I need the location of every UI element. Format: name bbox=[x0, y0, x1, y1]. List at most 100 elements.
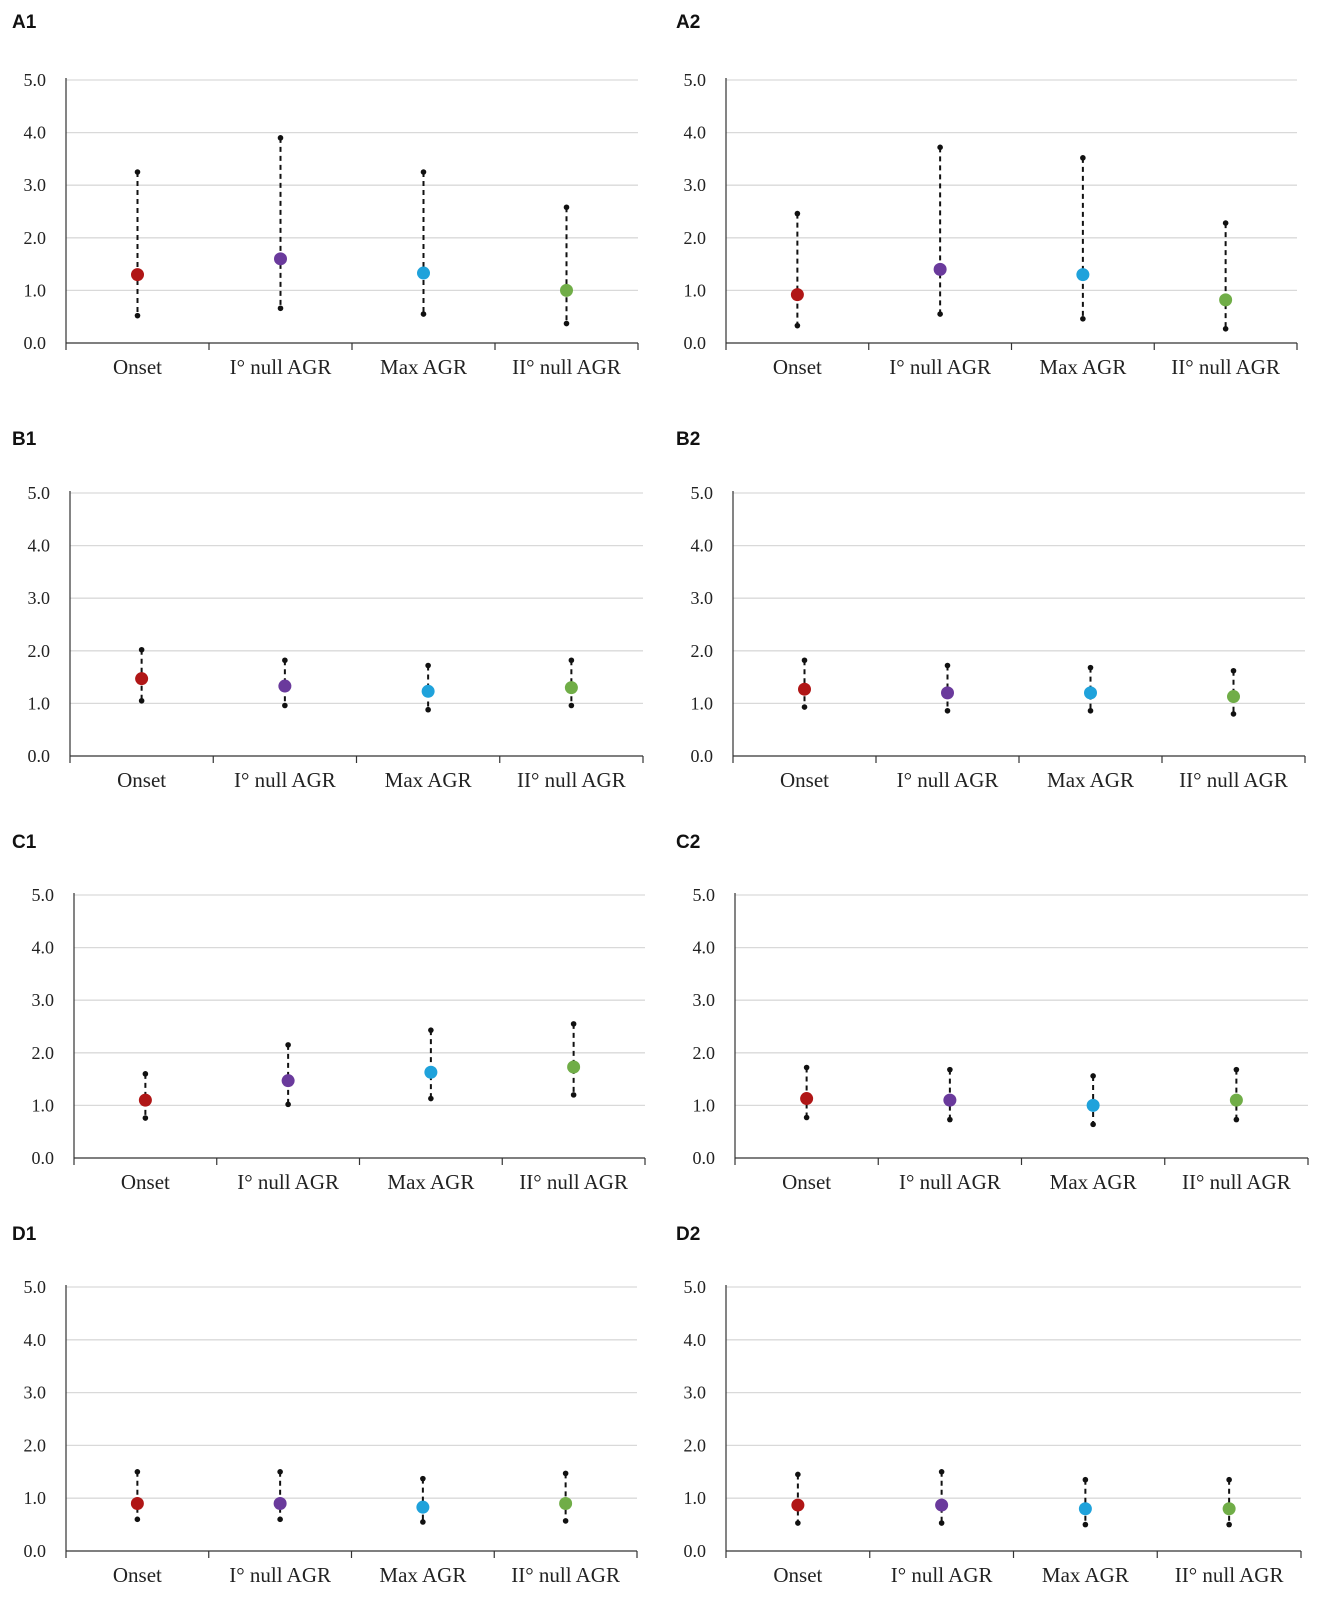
y-tick-label: 2.0 bbox=[32, 1043, 55, 1063]
ci-lower-cap bbox=[1080, 316, 1086, 322]
y-tick-label: 5.0 bbox=[684, 70, 707, 90]
x-tick-label: I° null AGR bbox=[899, 1170, 1001, 1194]
point-estimate bbox=[417, 266, 430, 280]
y-tick-label: 5.0 bbox=[691, 483, 714, 503]
x-tick-label: Max AGR bbox=[385, 768, 472, 792]
y-tick-label: 1.0 bbox=[684, 1488, 707, 1508]
y-tick-label: 5.0 bbox=[684, 1277, 707, 1297]
ci-upper-cap bbox=[277, 1469, 283, 1475]
ci-lower-cap bbox=[563, 320, 570, 327]
ci-lower-cap bbox=[795, 1520, 801, 1526]
chart-panel-a2: A2 0.0 1.0 2.0 3.0 4.0 5.0 Onset I° null AGR Max … bbox=[676, 12, 1298, 379]
ci-lower-cap bbox=[1233, 1116, 1240, 1123]
y-tick-label: 4.0 bbox=[691, 536, 714, 556]
x-tick-label: I° null AGR bbox=[229, 1563, 331, 1587]
y-tick-label: 1.0 bbox=[24, 280, 47, 300]
point-estimate bbox=[933, 262, 947, 276]
point-estimate bbox=[1078, 1502, 1092, 1516]
y-tick-label: 0.0 bbox=[24, 1541, 47, 1561]
point-estimate bbox=[274, 252, 287, 266]
ci-upper-cap bbox=[794, 210, 801, 217]
point-estimate bbox=[278, 679, 292, 693]
point-estimate bbox=[421, 684, 435, 698]
y-tick-label: 3.0 bbox=[691, 588, 714, 608]
ci-lower-cap bbox=[801, 704, 808, 710]
ci-lower-cap bbox=[134, 312, 141, 319]
point-estimate bbox=[941, 686, 954, 700]
point-estimate bbox=[1086, 1098, 1100, 1112]
x-tick-label: Onset bbox=[113, 1563, 162, 1587]
x-tick-label: I° null AGR bbox=[230, 355, 332, 379]
chart-panel-b1: B1 0.0 1.0 2.0 3.0 4.0 5.0 Onset I° null AGR Max … bbox=[12, 429, 644, 792]
y-tick-label: 4.0 bbox=[32, 938, 55, 958]
y-tick-label: 2.0 bbox=[691, 641, 714, 661]
x-tick-label: II° null AGR bbox=[1171, 355, 1280, 379]
point-estimate bbox=[281, 1074, 295, 1088]
point-estimate bbox=[130, 1496, 144, 1510]
point-estimate bbox=[131, 268, 144, 282]
ci-lower-cap bbox=[138, 697, 145, 704]
y-tick-label: 5.0 bbox=[32, 885, 55, 905]
ci-upper-cap bbox=[803, 1064, 810, 1071]
chart-panel-c1: C1 0.0 1.0 2.0 3.0 4.0 5.0 Onset I° null AGR Max … bbox=[12, 832, 646, 1194]
panel-label: D2 bbox=[676, 1224, 700, 1245]
point-estimate bbox=[798, 682, 811, 696]
ci-lower-cap bbox=[282, 702, 288, 709]
panel-label: B2 bbox=[676, 429, 700, 450]
y-tick-label: 5.0 bbox=[24, 1277, 47, 1297]
ci-upper-cap bbox=[428, 1027, 434, 1033]
y-tick-label: 5.0 bbox=[24, 70, 47, 90]
ci-lower-cap bbox=[803, 1114, 810, 1121]
y-tick-label: 0.0 bbox=[684, 1541, 707, 1561]
panel-label: A2 bbox=[676, 12, 700, 33]
point-estimate bbox=[273, 1496, 287, 1510]
y-tick-label: 2.0 bbox=[693, 1043, 716, 1063]
ci-upper-cap bbox=[420, 1475, 426, 1482]
point-estimate bbox=[564, 681, 578, 695]
ci-lower-cap bbox=[938, 1520, 945, 1526]
ci-lower-cap bbox=[1090, 1121, 1096, 1128]
ci-lower-cap bbox=[134, 1516, 141, 1523]
ci-upper-cap bbox=[142, 1071, 149, 1077]
point-estimate bbox=[416, 1500, 430, 1514]
ci-lower-cap bbox=[1082, 1521, 1089, 1528]
ci-lower-cap bbox=[944, 707, 951, 714]
point-estimate bbox=[560, 283, 573, 297]
y-tick-label: 3.0 bbox=[684, 175, 707, 195]
y-tick-label: 3.0 bbox=[693, 990, 716, 1010]
x-tick-label: Onset bbox=[117, 768, 166, 792]
y-tick-label: 2.0 bbox=[684, 228, 707, 248]
ci-upper-cap bbox=[795, 1471, 801, 1478]
x-tick-label: II° null AGR bbox=[1175, 1563, 1284, 1587]
ci-lower-cap bbox=[425, 706, 431, 713]
y-tick-label: 0.0 bbox=[28, 746, 51, 766]
y-tick-label: 2.0 bbox=[24, 1435, 47, 1455]
x-tick-label: II° null AGR bbox=[511, 1563, 620, 1587]
point-estimate bbox=[424, 1065, 438, 1079]
y-tick-label: 1.0 bbox=[24, 1488, 47, 1508]
y-tick-label: 1.0 bbox=[684, 280, 707, 300]
ci-upper-cap bbox=[134, 1469, 141, 1475]
chart-panel-b2: B2 0.0 1.0 2.0 3.0 4.0 5.0 Onset I° null AGR Max … bbox=[676, 429, 1306, 792]
point-estimate bbox=[559, 1496, 573, 1510]
y-tick-label: 3.0 bbox=[24, 175, 47, 195]
x-tick-label: II° null AGR bbox=[1182, 1170, 1291, 1194]
y-tick-label: 4.0 bbox=[693, 938, 716, 958]
ci-lower-cap bbox=[562, 1518, 569, 1524]
y-tick-label: 4.0 bbox=[24, 1330, 47, 1350]
x-tick-label: Max AGR bbox=[380, 355, 467, 379]
y-tick-label: 3.0 bbox=[684, 1383, 707, 1403]
y-tick-label: 4.0 bbox=[28, 536, 51, 556]
panel-label: D1 bbox=[12, 1224, 37, 1245]
x-tick-label: Onset bbox=[780, 768, 829, 792]
y-tick-label: 4.0 bbox=[684, 123, 707, 143]
y-tick-label: 0.0 bbox=[24, 333, 47, 353]
ci-lower-cap bbox=[1230, 711, 1237, 717]
ci-upper-cap bbox=[1087, 664, 1094, 671]
x-tick-label: Onset bbox=[121, 1170, 170, 1194]
chart-panel-a1: A1 0.0 1.0 2.0 3.0 4.0 5.0 Onset I° null AGR Max … bbox=[12, 12, 639, 379]
chart-panel-d1: D1 0.0 1.0 2.0 3.0 4.0 5.0 Onset I° null AGR Max … bbox=[12, 1224, 638, 1587]
ci-upper-cap bbox=[801, 657, 808, 664]
y-tick-label: 3.0 bbox=[32, 990, 55, 1010]
chart-panel-d2: D2 0.0 1.0 2.0 3.0 4.0 5.0 Onset I° null AGR Max … bbox=[676, 1224, 1302, 1587]
